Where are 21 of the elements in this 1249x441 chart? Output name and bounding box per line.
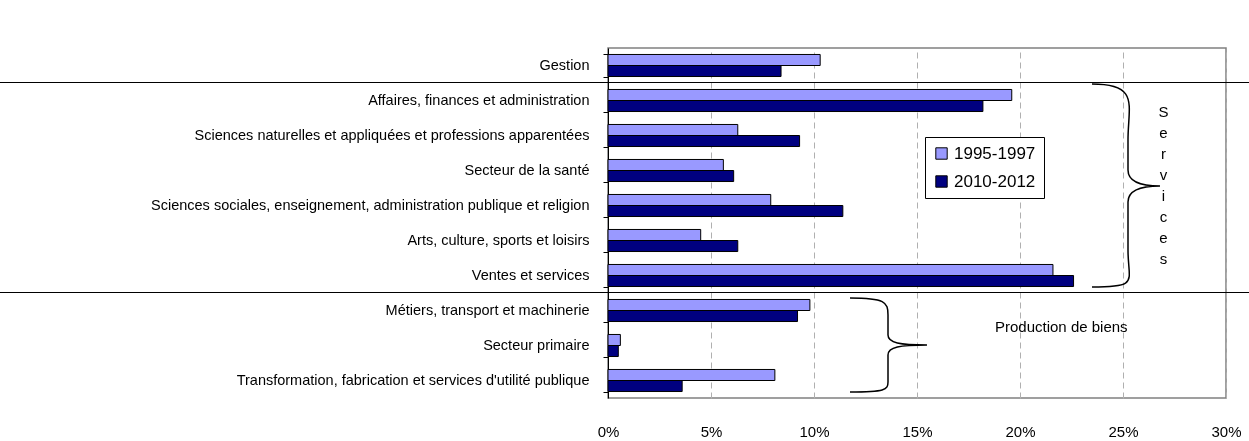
y-tick-label: Sciences sociales, enseignement, administration publique et religion: [151, 197, 590, 213]
x-tick-label: 25%: [1108, 422, 1139, 440]
legend-label: 1995-1997: [954, 143, 1036, 163]
x-tick-label: 30%: [1211, 422, 1242, 440]
x-tick-label: 15%: [902, 422, 933, 440]
x-tick-label: 20%: [1005, 422, 1036, 440]
y-tick-label: Arts, culture, sports et loisirs: [407, 232, 590, 248]
y-tick-label: Sciences naturelles et appliquées et professions apparentées: [194, 127, 590, 143]
y-tick-label: Gestion: [539, 57, 590, 73]
y-tick-label: Transformation, fabrication et services d'utilité publique: [236, 372, 590, 388]
y-tick-label: Métiers, transport et machinerie: [385, 302, 590, 318]
annotation: Services: [1155, 102, 1172, 273]
x-tick-label: 10%: [799, 422, 830, 440]
legend-label: 2010-2012: [954, 171, 1036, 191]
y-tick-label: Secteur primaire: [483, 337, 590, 353]
x-tick-label: 0%: [597, 422, 620, 440]
y-tick-label: Affaires, finances et administration: [368, 92, 590, 108]
x-tick-label: 5%: [700, 422, 723, 440]
annotation: Production de biens: [995, 318, 1128, 335]
y-tick-label: Secteur de la santé: [464, 162, 590, 178]
y-tick-label: Ventes et services: [471, 267, 590, 283]
